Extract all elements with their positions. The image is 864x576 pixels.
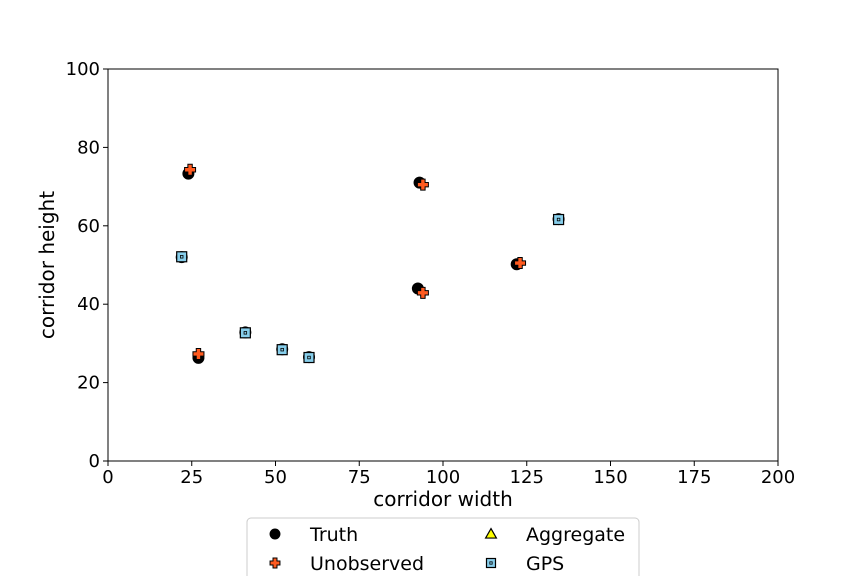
gps-point xyxy=(239,327,251,339)
y-tick-label: 60 xyxy=(77,216,100,237)
x-tick-label: 100 xyxy=(426,467,460,488)
y-tick-label: 0 xyxy=(89,451,100,472)
legend-unobserved-label: Unobserved xyxy=(310,553,424,575)
x-axis-label: corridor width xyxy=(373,487,513,511)
legend-aggregate-label: Aggregate xyxy=(526,524,625,546)
legend-frame xyxy=(246,517,640,576)
x-tick-label: 150 xyxy=(593,467,627,488)
data-points xyxy=(175,163,565,364)
legend-unobserved-marker xyxy=(269,557,281,569)
x-tick-label: 200 xyxy=(761,467,795,488)
y-tick-label: 40 xyxy=(77,294,100,315)
unobserved-point xyxy=(514,257,527,270)
gps-point xyxy=(176,251,188,263)
y-tick-label: 100 xyxy=(66,59,100,80)
y-axis-label: corridor height xyxy=(35,191,59,339)
legend-truth-label: Truth xyxy=(309,524,358,546)
x-tick-label: 50 xyxy=(264,467,287,488)
y-axis: 0 20 40 60 80 100 xyxy=(66,59,108,472)
x-tick-label: 175 xyxy=(677,467,711,488)
legend: Truth Unobserved Aggregate GPS xyxy=(246,517,640,576)
y-tick-label: 80 xyxy=(77,137,100,158)
x-tick-label: 125 xyxy=(510,467,544,488)
legend-truth-marker xyxy=(269,528,281,540)
legend-gps-label: GPS xyxy=(526,553,564,575)
gps-point xyxy=(276,344,288,356)
plot-area xyxy=(107,68,779,462)
x-tick-label: 0 xyxy=(102,467,113,488)
unobserved-point xyxy=(184,163,197,176)
gps-point xyxy=(303,351,315,364)
gps-point xyxy=(552,213,565,226)
legend-gps-marker xyxy=(485,557,497,569)
unobserved-point xyxy=(192,347,205,360)
x-tick-label: 75 xyxy=(348,467,371,488)
y-tick-label: 20 xyxy=(77,373,100,394)
x-tick-label: 25 xyxy=(180,467,203,488)
unobserved-point xyxy=(416,178,429,191)
unobserved-point xyxy=(416,286,429,299)
x-axis: 0 25 50 75 100 125 150 175 200 xyxy=(102,461,795,488)
legend-aggregate-marker xyxy=(484,527,498,539)
